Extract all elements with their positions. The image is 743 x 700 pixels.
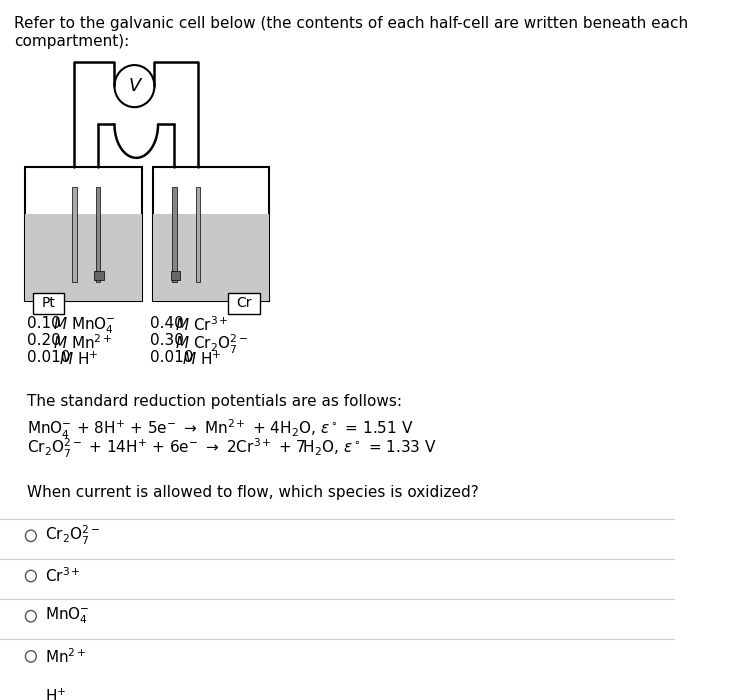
Text: Cr: Cr [236, 296, 252, 310]
Bar [96, 187, 100, 282]
Text: Cr$^{3+}$: Cr$^{3+}$ [45, 567, 81, 585]
Bar [25, 214, 142, 302]
Text: $M$ Mn$^{2+}$: $M$ Mn$^{2+}$ [53, 333, 112, 351]
Bar [171, 271, 180, 281]
Text: When current is allowed to flow, which species is oxidized?: When current is allowed to flow, which s… [27, 485, 479, 500]
Text: V: V [129, 77, 140, 95]
Text: Mn$^{2+}$: Mn$^{2+}$ [45, 647, 87, 666]
Bar [152, 167, 269, 302]
Text: MnO$_4^{-}$ + 8H$^{+}$ + 5e$^{-}$ $\rightarrow$ Mn$^{2+}$ + 4H$_2$O, $\varepsilo: MnO$_4^{-}$ + 8H$^{+}$ + 5e$^{-}$ $\righ… [27, 418, 414, 441]
Text: H$^{+}$: H$^{+}$ [45, 688, 67, 700]
Bar [172, 187, 177, 282]
Bar [94, 271, 103, 281]
Text: Cr$_2$O$_7^{2-}$: Cr$_2$O$_7^{2-}$ [45, 524, 100, 547]
Bar [152, 214, 269, 302]
Text: MnO$_4^{-}$: MnO$_4^{-}$ [45, 606, 90, 627]
Text: 0.30: 0.30 [150, 333, 189, 348]
Bar [72, 187, 77, 282]
Text: The standard reduction potentials are as follows:: The standard reduction potentials are as… [27, 394, 402, 410]
Text: 0.20: 0.20 [27, 333, 66, 348]
Bar [195, 187, 201, 282]
FancyBboxPatch shape [33, 293, 65, 314]
Text: 0.010: 0.010 [150, 350, 198, 365]
Text: Cr$_2$O$_7^{2-}$ + 14H$^{+}$ + 6e$^{-}$ $\rightarrow$ 2Cr$^{3+}$ + 7H$_2$O, $\va: Cr$_2$O$_7^{2-}$ + 14H$^{+}$ + 6e$^{-}$ … [27, 438, 437, 461]
Text: $M$ Cr$_2$O$_7^{2-}$: $M$ Cr$_2$O$_7^{2-}$ [175, 333, 248, 356]
Text: 0.10: 0.10 [27, 316, 66, 331]
Text: $M$ H$^{+}$: $M$ H$^{+}$ [59, 350, 98, 368]
Text: $M$ Cr$^{3+}$: $M$ Cr$^{3+}$ [175, 316, 229, 335]
Text: 0.010: 0.010 [27, 350, 76, 365]
Text: Pt: Pt [42, 296, 56, 310]
Text: 0.40: 0.40 [150, 316, 189, 331]
FancyBboxPatch shape [228, 293, 260, 314]
Text: $M$ H$^{+}$: $M$ H$^{+}$ [182, 350, 221, 368]
Text: $M$ MnO$_4^{-}$: $M$ MnO$_4^{-}$ [53, 316, 115, 336]
Text: Refer to the galvanic cell below (the contents of each half-cell are written ben: Refer to the galvanic cell below (the co… [13, 16, 688, 49]
Bar [25, 167, 142, 302]
